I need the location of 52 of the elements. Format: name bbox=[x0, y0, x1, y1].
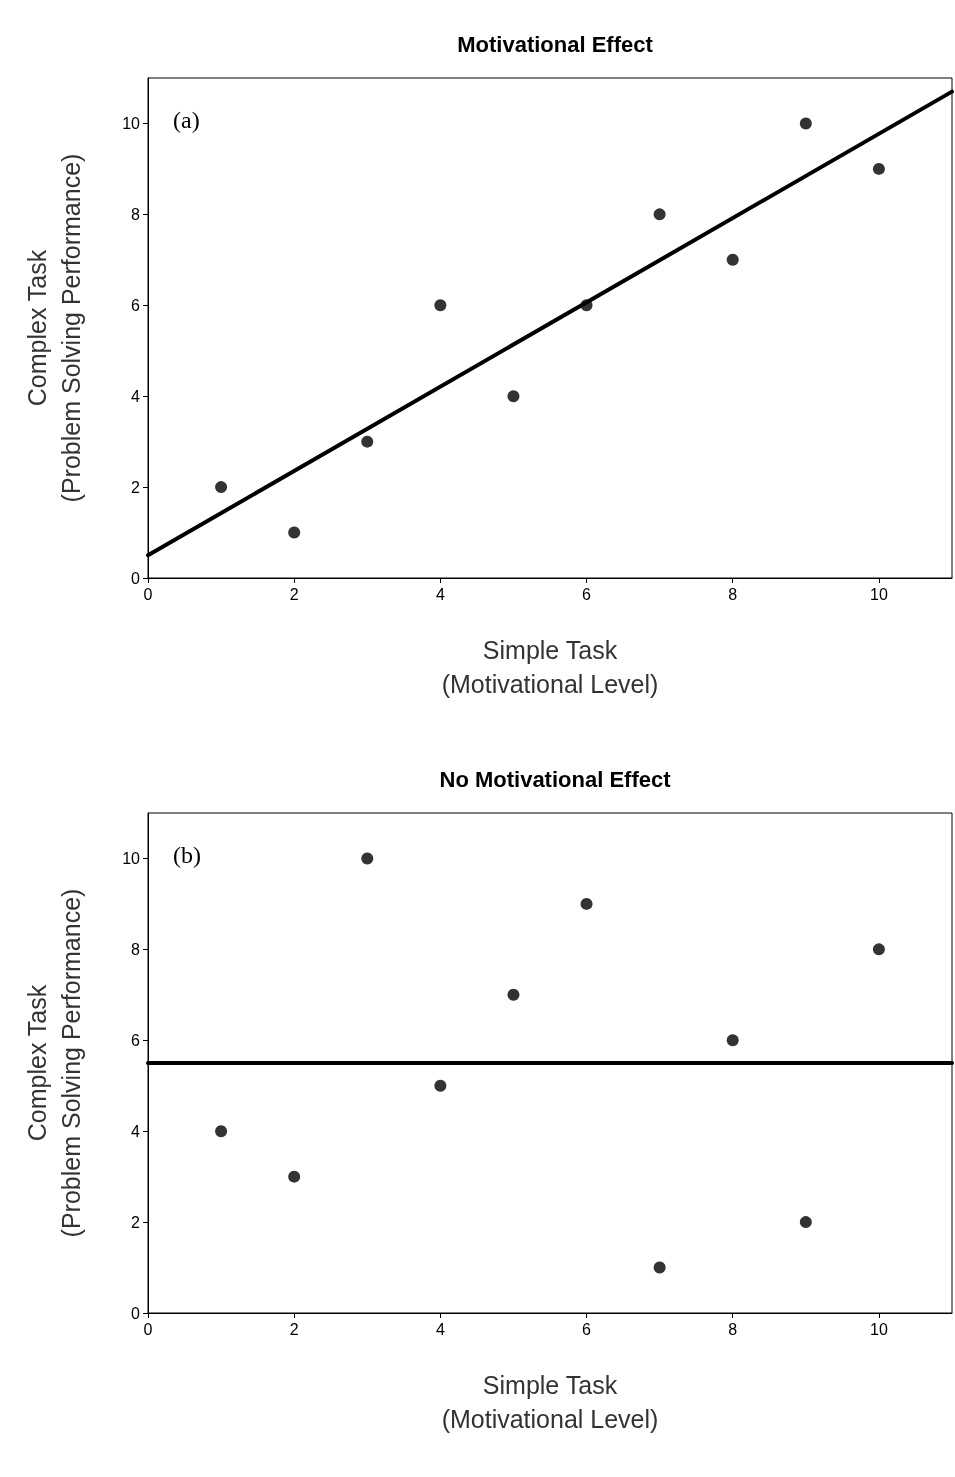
x-tick-label: 0 bbox=[143, 585, 153, 603]
y-tick-label: 2 bbox=[131, 478, 141, 496]
point bbox=[434, 299, 447, 312]
y-tick-label: 8 bbox=[131, 940, 141, 958]
chart-title: Motivational Effect bbox=[457, 31, 654, 57]
y-tick-label: 0 bbox=[131, 1304, 141, 1322]
x-tick-label: 10 bbox=[870, 585, 888, 603]
chart-title: No Motivational Effect bbox=[439, 766, 672, 792]
y-tick-label: 6 bbox=[131, 296, 141, 314]
point bbox=[799, 1216, 812, 1229]
x-tick-label: 6 bbox=[582, 1320, 592, 1338]
x-tick-label: 8 bbox=[728, 1320, 738, 1338]
x-tick-label: 4 bbox=[435, 1320, 445, 1338]
x-tick-label: 4 bbox=[435, 585, 445, 603]
y-tick-label: 10 bbox=[122, 849, 141, 867]
x-tick-label: 6 bbox=[582, 585, 592, 603]
point bbox=[799, 117, 812, 130]
annotation: (a) bbox=[173, 107, 200, 133]
point bbox=[653, 1261, 666, 1274]
point bbox=[726, 253, 739, 266]
x-tick-label: 8 bbox=[728, 585, 738, 603]
point bbox=[872, 162, 885, 175]
point bbox=[361, 435, 374, 448]
y-tick-label: 10 bbox=[122, 114, 141, 132]
x-axis-title: Simple Task (Motivational Level) bbox=[441, 636, 659, 698]
point bbox=[872, 943, 885, 956]
point bbox=[580, 299, 593, 312]
y-tick-label: 6 bbox=[131, 1031, 141, 1049]
x-tick-label: 10 bbox=[870, 1320, 888, 1338]
y-tick-label: 2 bbox=[131, 1213, 141, 1231]
x-tick-label: 2 bbox=[289, 585, 299, 603]
point bbox=[361, 852, 374, 865]
point bbox=[215, 1125, 228, 1138]
y-tick-label: 4 bbox=[131, 387, 141, 405]
point bbox=[215, 481, 228, 494]
point bbox=[507, 988, 520, 1001]
point bbox=[434, 1079, 447, 1092]
point bbox=[507, 390, 520, 403]
x-tick-label: 0 bbox=[143, 1320, 153, 1338]
annotation: (b) bbox=[173, 842, 201, 868]
point bbox=[653, 208, 666, 221]
point bbox=[288, 526, 301, 539]
point bbox=[580, 897, 593, 910]
x-axis-title: Simple Task (Motivational Level) bbox=[441, 1371, 659, 1433]
y-axis-title: Complex Task (Problem Solving Performance) bbox=[23, 153, 85, 503]
y-tick-label: 4 bbox=[131, 1122, 141, 1140]
y-axis-title: Complex Task (Problem Solving Performance) bbox=[23, 888, 85, 1238]
y-tick-label: 8 bbox=[131, 205, 141, 223]
point bbox=[288, 1170, 301, 1183]
x-tick-label: 2 bbox=[289, 1320, 299, 1338]
point bbox=[726, 1034, 739, 1047]
y-tick-label: 0 bbox=[131, 569, 141, 587]
